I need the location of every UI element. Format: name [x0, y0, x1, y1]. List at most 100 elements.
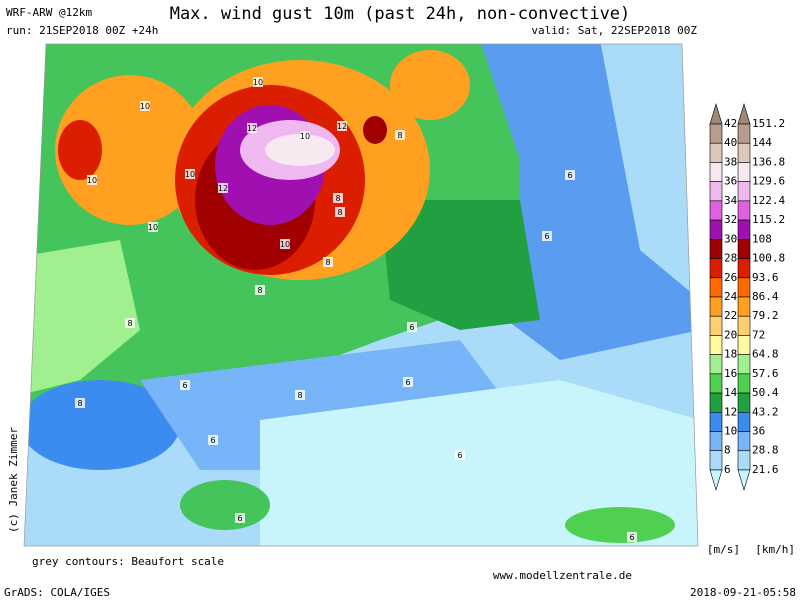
- colorbar-label: 20: [724, 328, 737, 341]
- colorbar-label: 28.8: [752, 444, 779, 457]
- contour-label: 12: [247, 124, 257, 133]
- colorbar-swatch: [737, 373, 751, 394]
- contour-label: 10: [140, 102, 150, 111]
- colorbar-swatch: [709, 277, 723, 298]
- contour-label: 8: [257, 286, 262, 295]
- colorbar-label: 43.2: [752, 405, 779, 418]
- contour-label: 8: [337, 208, 342, 217]
- colorbar-swatch: [709, 239, 723, 259]
- norway-orange: [390, 50, 470, 120]
- colorbar-swatch: [737, 315, 751, 336]
- contour-label-bg: [75, 398, 85, 408]
- contour-label-bg: [235, 513, 245, 523]
- contour-label: 10: [185, 170, 195, 179]
- colorbar-label: 40: [724, 136, 737, 149]
- colorbar-swatch: [709, 315, 723, 336]
- colorbar-label: 14: [724, 386, 738, 399]
- colorbar-swatch: [737, 258, 751, 279]
- colorbar-swatch: [709, 354, 723, 375]
- colorbar-label: 144: [752, 136, 772, 149]
- colorbar-swatch: [737, 123, 751, 144]
- colorbar-label: 36: [724, 175, 737, 188]
- colorbar-label: 26: [724, 271, 737, 284]
- contour-label-bg: [185, 169, 195, 179]
- contour-label-bg: [403, 377, 413, 387]
- map-frame: [23, 43, 699, 547]
- contour-label: 12: [218, 184, 228, 193]
- colorbar-swatch: [737, 162, 751, 182]
- colorbar-swatch: [737, 411, 751, 432]
- colorbar-swatch: [737, 200, 751, 221]
- contour-label-bg: [542, 231, 552, 241]
- south-pale: [260, 380, 698, 546]
- contour-label: 6: [210, 436, 215, 445]
- contour-label-bg: [407, 322, 417, 332]
- contours-note: grey contours: Beaufort scale: [32, 555, 224, 568]
- map-title: Max. wind gust 10m (past 24h, non-convec…: [170, 4, 631, 24]
- contour-label-bg: [395, 130, 405, 140]
- colorbar-swatch: [709, 181, 723, 202]
- colorbar-label: 36: [752, 425, 765, 438]
- contour-label-bg: [180, 380, 190, 390]
- contour-label: 10: [253, 78, 263, 87]
- colorbar-swatch: [737, 142, 751, 163]
- valid-info: valid: Sat, 22SEP2018 00Z: [531, 24, 697, 37]
- contour-label: 10: [148, 223, 158, 232]
- contour-label-bg: [565, 170, 575, 180]
- contour-labels: 10 10 12 12 10 8 10 10 12 10 10 8 8 8 6 6 8 8 8 6 6 6 8 6 6 6 6: [75, 77, 637, 542]
- colorbar-label: 108: [752, 232, 772, 245]
- contour-label: 6: [567, 171, 572, 180]
- biscay-blue: [24, 380, 180, 470]
- contour-label: 8: [397, 131, 402, 140]
- colorbar-swatch: [709, 335, 723, 355]
- colorbar-label: 100.8: [752, 252, 785, 265]
- colorbar-swatch: [709, 200, 723, 221]
- contour-label-bg: [627, 532, 637, 542]
- colorbar-label: 6: [724, 463, 731, 476]
- ireland-red: [58, 120, 102, 180]
- colorbar-label: 18: [724, 348, 737, 361]
- colorbar-swatch: [737, 219, 751, 240]
- kmh-unit: [km/h]: [755, 543, 795, 556]
- colorbar-label: 16: [724, 367, 737, 380]
- contour-label: 10: [87, 176, 97, 185]
- ms-unit: [m/s]: [707, 543, 740, 556]
- contour-label-bg: [337, 121, 347, 131]
- colorbar-label: 12: [724, 405, 737, 418]
- colorbar-label: 42: [724, 117, 737, 130]
- sardinia-green: [180, 480, 270, 530]
- contour-label: 6: [544, 232, 549, 241]
- colorbar-swatch: [709, 162, 723, 182]
- contour-label-bg: [140, 101, 150, 111]
- colorbar-label: 129.6: [752, 175, 785, 188]
- contour-label-bg: [148, 222, 158, 232]
- colorbar-swatch: [709, 450, 723, 471]
- colorbar-label: 32: [724, 213, 737, 226]
- colorbar-label: 24: [724, 290, 738, 303]
- colorbar-bottom-triangle: [737, 469, 751, 492]
- colorbar-swatch: [709, 431, 723, 452]
- contour-label-bg: [333, 193, 343, 203]
- contour-label-bg: [208, 435, 218, 445]
- contour-label: 10: [300, 132, 310, 141]
- contour-label-bg: [218, 183, 228, 193]
- colorbar-swatch: [709, 142, 723, 163]
- contour-label-bg: [125, 318, 135, 328]
- website: www.modellzentrale.de: [493, 569, 632, 582]
- colorbar-swatch: [709, 258, 723, 279]
- contour-label-bg: [335, 207, 345, 217]
- contour-label: 8: [325, 258, 330, 267]
- northsea-white: [265, 134, 335, 166]
- colorbar-label: 72: [752, 328, 765, 341]
- colorbar-label: 64.8: [752, 348, 779, 361]
- colorbar-bottom-triangle: [709, 469, 723, 492]
- contour-label-bg: [87, 175, 97, 185]
- colorbar-label: 79.2: [752, 309, 779, 322]
- run-info: run: 21SEP2018 00Z +24h: [6, 24, 158, 37]
- colorbar-label: 93.6: [752, 271, 779, 284]
- uk-orange: [55, 75, 205, 225]
- colorbar-swatch: [709, 373, 723, 394]
- software: GrADS: COLA/IGES: [4, 586, 110, 599]
- contour-label: 6: [237, 514, 242, 523]
- central-dark-green: [380, 200, 540, 330]
